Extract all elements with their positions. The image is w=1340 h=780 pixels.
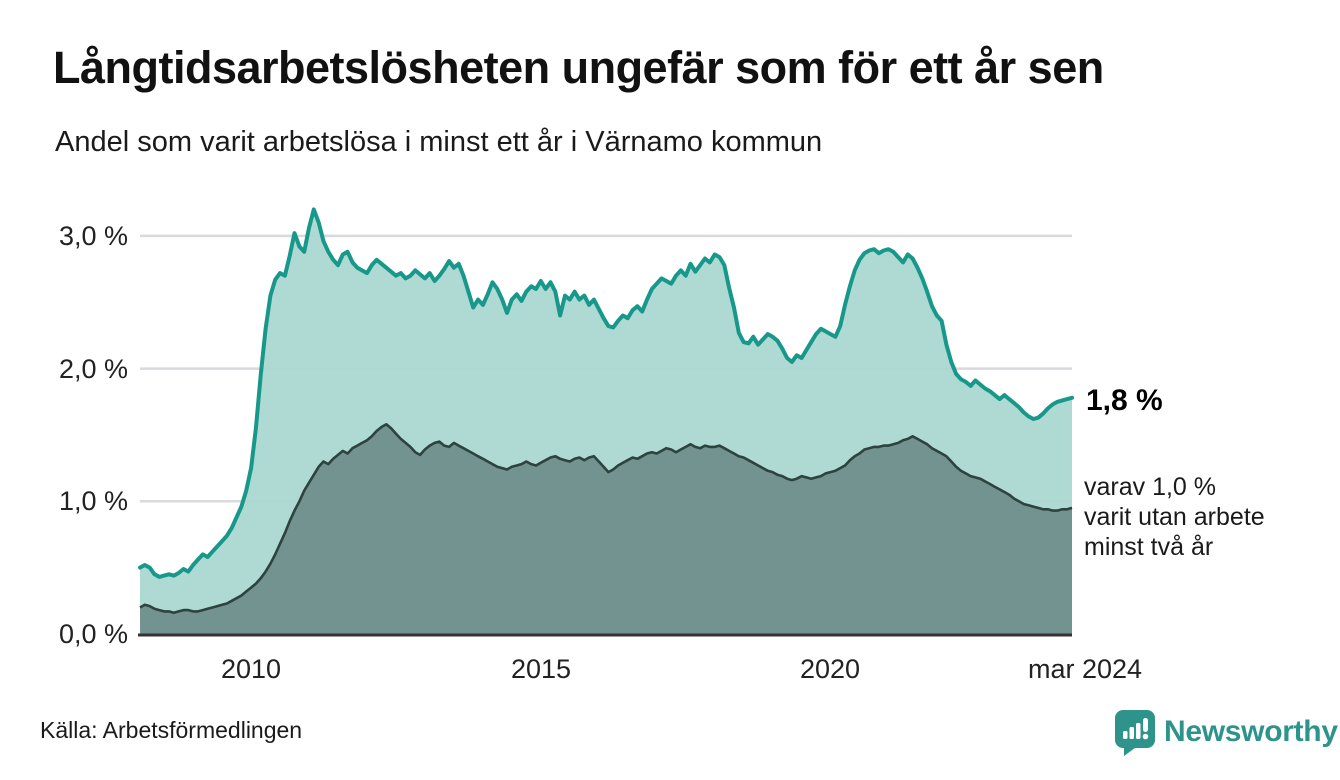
- newsworthy-logo: Newsworthy: [1114, 709, 1338, 762]
- x-axis-tick-2015: 2015: [510, 654, 572, 684]
- y-axis-tick-2: 2,0 %: [58, 354, 128, 384]
- secondary-series-annotation: varav 1,0 % varit utan arbete minst två …: [1084, 473, 1265, 561]
- series-end-value-label: 1,8 %: [1086, 384, 1163, 417]
- newsworthy-bubble-chart-icon: [1114, 709, 1156, 762]
- y-axis-tick-1: 1,0 %: [58, 486, 128, 516]
- chart-subtitle: Andel som varit arbetslösa i minst ett å…: [55, 126, 823, 158]
- x-axis-tick-2020: 2020: [799, 654, 861, 684]
- x-axis-tick-mar-2024: mar 2024: [1027, 654, 1143, 684]
- source-caption: Källa: Arbetsförmedlingen: [40, 717, 303, 743]
- newsworthy-wordmark: Newsworthy: [1164, 715, 1338, 748]
- y-axis-tick-3: 3,0 %: [58, 221, 128, 251]
- y-axis-tick-0: 0,0 %: [58, 619, 128, 649]
- x-axis-tick-2010: 2010: [220, 654, 282, 684]
- page-title: Långtidsarbetslösheten ungefär som för e…: [53, 42, 1104, 93]
